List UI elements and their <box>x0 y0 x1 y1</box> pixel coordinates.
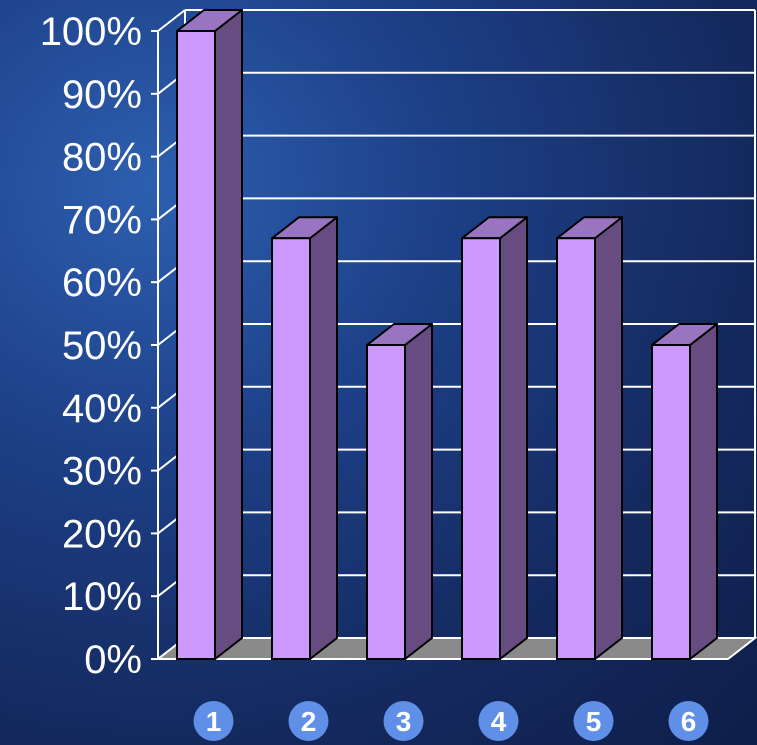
bar-front <box>556 237 596 661</box>
category-badge <box>288 701 329 741</box>
bar-front <box>366 344 406 660</box>
bar <box>556 216 623 661</box>
bar-side <box>309 216 338 660</box>
x-category-label: 4 <box>491 706 507 737</box>
bar-front <box>651 344 691 660</box>
y-tick-label: 70% <box>62 198 142 242</box>
bar-side <box>404 323 433 660</box>
category-badge <box>573 701 614 741</box>
bar-front <box>271 237 311 661</box>
x-axis-category-labels: 1 2 3 4 5 6 <box>193 701 709 741</box>
y-tick-label: 0% <box>84 638 142 682</box>
x-category-label: 1 <box>206 706 222 737</box>
bar-side <box>214 9 243 660</box>
bar-side <box>499 216 528 660</box>
category-badge <box>668 701 709 741</box>
category-badge <box>193 701 234 741</box>
x-category-label: 6 <box>681 706 697 737</box>
bar-side <box>594 216 623 660</box>
bar-front <box>176 30 216 660</box>
bar <box>366 323 433 660</box>
bar <box>651 323 718 660</box>
x-category-label: 2 <box>301 706 317 737</box>
bar <box>271 216 338 661</box>
bar-side <box>689 323 718 660</box>
y-tick-label: 90% <box>62 73 142 117</box>
gridline-side <box>157 9 186 32</box>
category-badge <box>383 701 424 741</box>
y-tick-label: 60% <box>62 261 142 305</box>
category-badge <box>478 701 519 741</box>
y-tick-label: 30% <box>62 450 142 494</box>
y-tick-label: 10% <box>62 575 142 619</box>
bar-front <box>461 237 501 661</box>
y-axis-tick-labels: 0% 10% 20% 30% 40% 50% 60% 70% 80% 90% 100% <box>40 10 142 682</box>
y-tick-label: 100% <box>40 10 142 54</box>
bar <box>461 216 528 661</box>
bars <box>176 9 718 661</box>
y-tick-label: 50% <box>62 324 142 368</box>
x-category-label: 5 <box>586 706 602 737</box>
y-tick-label: 40% <box>62 387 142 431</box>
y-tick-label: 80% <box>62 136 142 180</box>
x-category-label: 3 <box>396 706 412 737</box>
bar <box>176 9 243 660</box>
y-tick-label: 20% <box>62 512 142 556</box>
